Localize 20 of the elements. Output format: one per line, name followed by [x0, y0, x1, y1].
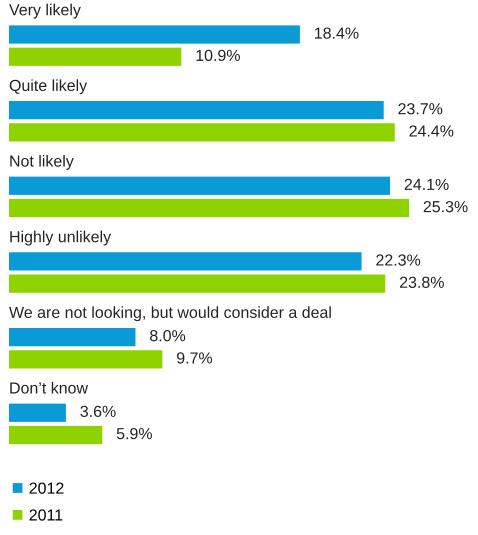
data-label: 24.4%: [409, 125, 454, 137]
y-tick-label: Don’t know: [10, 382, 88, 394]
data-label: 18.4%: [315, 27, 359, 39]
y-tick-label: Not likely: [10, 154, 74, 170]
data-label: 5.9%: [116, 428, 152, 440]
data-label: 8.0%: [150, 330, 186, 342]
data-label: 23.7%: [398, 103, 442, 114]
y-tick-label: We are not looking, but would consider a deal: [9, 306, 331, 322]
data-label: 22.3%: [376, 254, 420, 266]
data-label: 25.3%: [424, 201, 468, 212]
legend-label: 2011: [30, 509, 62, 521]
y-tick-label: Very likely: [9, 4, 81, 19]
legend-label: 2012: [30, 482, 64, 494]
data-label: 9.7%: [176, 352, 212, 364]
data-label: 3.6%: [80, 406, 116, 418]
data-label: 23.8%: [400, 276, 444, 288]
y-tick-label: Quite likely: [10, 79, 88, 94]
data-label: 24.1%: [404, 178, 449, 190]
data-label: 10.9%: [196, 50, 240, 62]
y-tick-label: Highly unlikely: [10, 230, 112, 246]
